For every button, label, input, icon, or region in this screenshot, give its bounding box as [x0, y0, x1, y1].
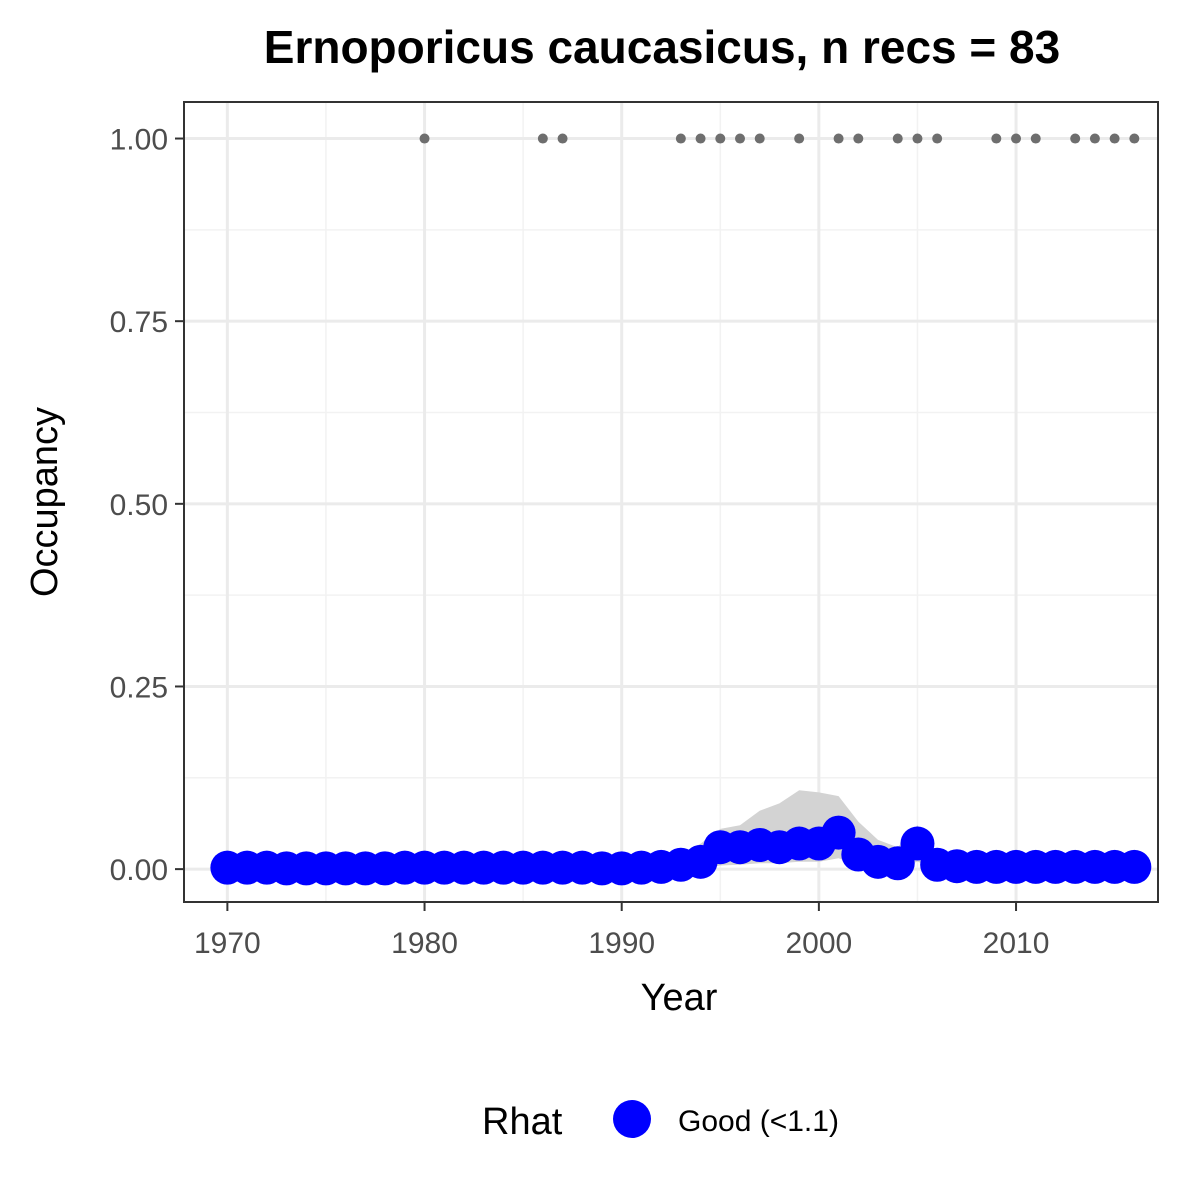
- chart-title: Ernoporicus caucasicus, n recs = 83: [264, 21, 1060, 73]
- occupancy-points: [210, 815, 1152, 886]
- record-points: [419, 133, 1140, 144]
- y-axis: 0.00 0.25 0.50 0.75 1.00: [110, 124, 184, 887]
- legend-key-good: [613, 1100, 651, 1138]
- y-tick-label: 0.50: [110, 489, 168, 522]
- record-point: [557, 133, 568, 144]
- y-tick-label: 1.00: [110, 124, 168, 157]
- record-point: [1129, 133, 1140, 144]
- record-point: [735, 133, 746, 144]
- record-point: [1089, 133, 1100, 144]
- record-point: [1070, 133, 1081, 144]
- legend-label-good: Good (<1.1): [678, 1105, 839, 1138]
- minor-gridlines: [184, 102, 1158, 902]
- record-point: [892, 133, 903, 144]
- record-point: [853, 133, 864, 144]
- x-tick-label: 1980: [391, 927, 458, 960]
- record-point: [675, 133, 686, 144]
- record-point: [912, 133, 923, 144]
- record-point: [715, 133, 726, 144]
- x-tick-label: 2010: [983, 927, 1050, 960]
- y-tick-label: 0.00: [110, 854, 168, 887]
- record-point: [695, 133, 706, 144]
- plot-panel: [184, 102, 1158, 902]
- record-point: [991, 133, 1002, 144]
- plot-border: [183, 101, 1159, 903]
- x-tick-label: 1990: [588, 927, 655, 960]
- occupancy-point: [1117, 849, 1152, 884]
- record-point: [794, 133, 805, 144]
- x-axis-title: Year: [641, 977, 718, 1019]
- record-point: [419, 133, 430, 144]
- legend-title: Rhat: [482, 1101, 563, 1143]
- y-tick-label: 0.25: [110, 671, 168, 704]
- record-point: [1030, 133, 1041, 144]
- legend: Rhat Good (<1.1): [482, 1100, 839, 1143]
- occupancy-point: [821, 815, 856, 850]
- x-axis: 1970 1980 1990 2000 2010: [194, 902, 1049, 960]
- x-tick-label: 2000: [785, 927, 852, 960]
- record-point: [833, 133, 844, 144]
- record-point: [1011, 133, 1022, 144]
- record-point: [932, 133, 943, 144]
- record-point: [754, 133, 765, 144]
- x-tick-label: 1970: [194, 927, 261, 960]
- record-point: [1109, 133, 1120, 144]
- y-tick-label: 0.75: [110, 306, 168, 339]
- record-point: [537, 133, 548, 144]
- y-axis-title: Occupancy: [24, 407, 66, 597]
